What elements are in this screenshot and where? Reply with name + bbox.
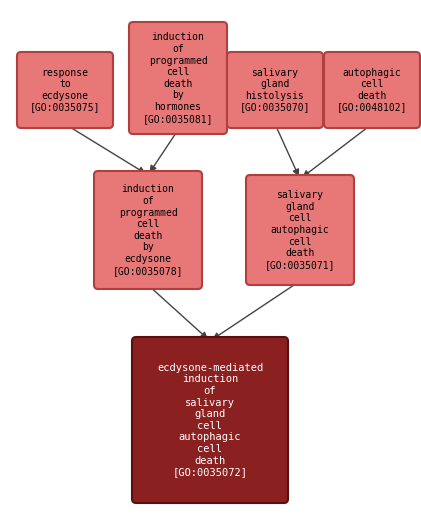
FancyBboxPatch shape: [227, 52, 323, 128]
FancyBboxPatch shape: [132, 337, 288, 503]
FancyBboxPatch shape: [129, 22, 227, 134]
FancyBboxPatch shape: [324, 52, 420, 128]
FancyBboxPatch shape: [17, 52, 113, 128]
Text: induction
of
programmed
cell
death
by
ecdysone
[GO:0035078]: induction of programmed cell death by ec…: [113, 185, 183, 276]
Text: response
to
ecdysone
[GO:0035075]: response to ecdysone [GO:0035075]: [30, 68, 100, 113]
Text: salivary
gland
cell
autophagic
cell
death
[GO:0035071]: salivary gland cell autophagic cell deat…: [265, 190, 335, 270]
FancyBboxPatch shape: [246, 175, 354, 285]
Text: ecdysone-mediated
induction
of
salivary
gland
cell
autophagic
cell
death
[GO:003: ecdysone-mediated induction of salivary …: [157, 363, 263, 477]
Text: salivary
gland
histolysis
[GO:0035070]: salivary gland histolysis [GO:0035070]: [240, 68, 310, 113]
Text: autophagic
cell
death
[GO:0048102]: autophagic cell death [GO:0048102]: [337, 68, 407, 113]
FancyBboxPatch shape: [94, 171, 202, 289]
Text: induction
of
programmed
cell
death
by
hormones
[GO:0035081]: induction of programmed cell death by ho…: [143, 32, 213, 123]
